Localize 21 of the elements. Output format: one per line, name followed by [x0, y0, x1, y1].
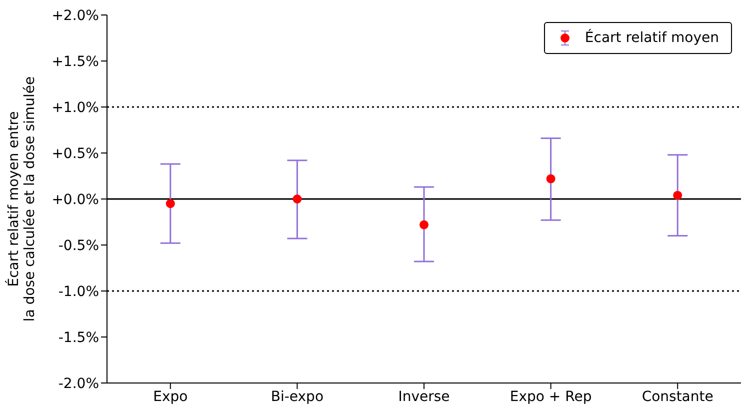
x-tick-label: Constante: [642, 388, 714, 405]
y-tick-label: -0.5%: [58, 238, 99, 254]
x-tick-label: Expo + Rep: [510, 388, 592, 405]
y-tick-label: -2.0%: [58, 376, 99, 392]
point: [673, 190, 682, 200]
point: [546, 174, 556, 184]
y-tick-label: -1.5%: [58, 330, 99, 346]
legend-label: Écart relatif moyen: [584, 30, 719, 46]
y-tick-label: +0.5%: [52, 146, 99, 162]
point: [420, 220, 428, 230]
point: [166, 199, 175, 208]
point: [292, 194, 302, 204]
y-axis-title: Écart relatif moyen entre la dose calculée et la dose simulée: [5, 76, 38, 322]
y-tick-label: -1.0%: [58, 284, 99, 300]
x-tick-label: Inverse: [398, 388, 450, 405]
y-tick-label: +2.0%: [52, 8, 99, 24]
y-tick-label: +0.0%: [52, 192, 99, 208]
x-tick-label: Expo: [153, 388, 188, 405]
x-tick-label: Bi-expo: [270, 388, 324, 405]
y-tick-label: +1.5%: [52, 54, 99, 70]
y-tick-label: +1.0%: [52, 100, 99, 116]
